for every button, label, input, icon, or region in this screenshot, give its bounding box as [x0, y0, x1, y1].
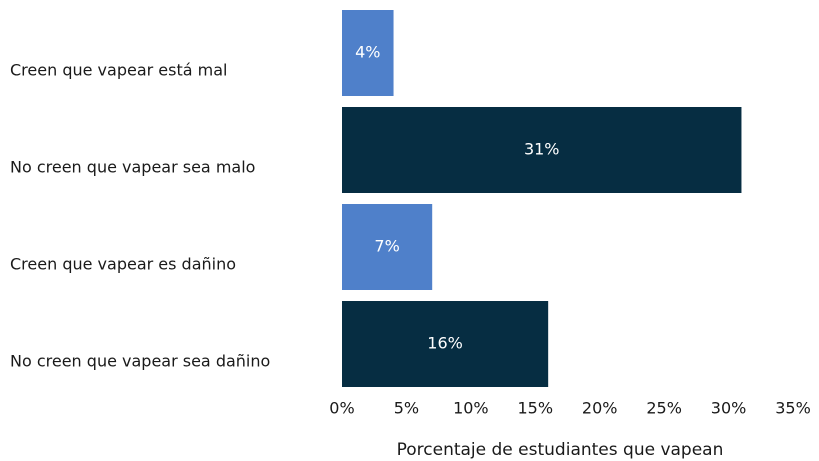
- bar: [342, 107, 742, 193]
- data-label: 7%: [374, 237, 399, 256]
- x-tick-label: 25%: [646, 399, 682, 418]
- x-tick-label: 10%: [453, 399, 489, 418]
- x-tick-label: 5%: [394, 399, 419, 418]
- data-label: 31%: [524, 140, 560, 159]
- x-tick-label: 0%: [329, 399, 354, 418]
- x-tick-label: 35%: [775, 399, 811, 418]
- y-tick-label: Creen que vapear es dañino: [10, 255, 236, 274]
- bar: [342, 204, 433, 290]
- y-tick-label: No creen que vapear sea malo: [10, 158, 255, 177]
- x-axis-title: Porcentaje de estudiantes que vapean: [397, 440, 724, 460]
- data-label: 16%: [427, 334, 463, 353]
- x-tick-label: 15%: [518, 399, 554, 418]
- data-label: 4%: [355, 43, 380, 62]
- y-tick-label: Creen que vapear está mal: [10, 61, 227, 80]
- bar: [342, 301, 549, 387]
- x-tick-label: 20%: [582, 399, 618, 418]
- bar: [342, 10, 394, 96]
- y-tick-label: No creen que vapear sea dañino: [10, 352, 270, 371]
- x-tick-label: 30%: [711, 399, 747, 418]
